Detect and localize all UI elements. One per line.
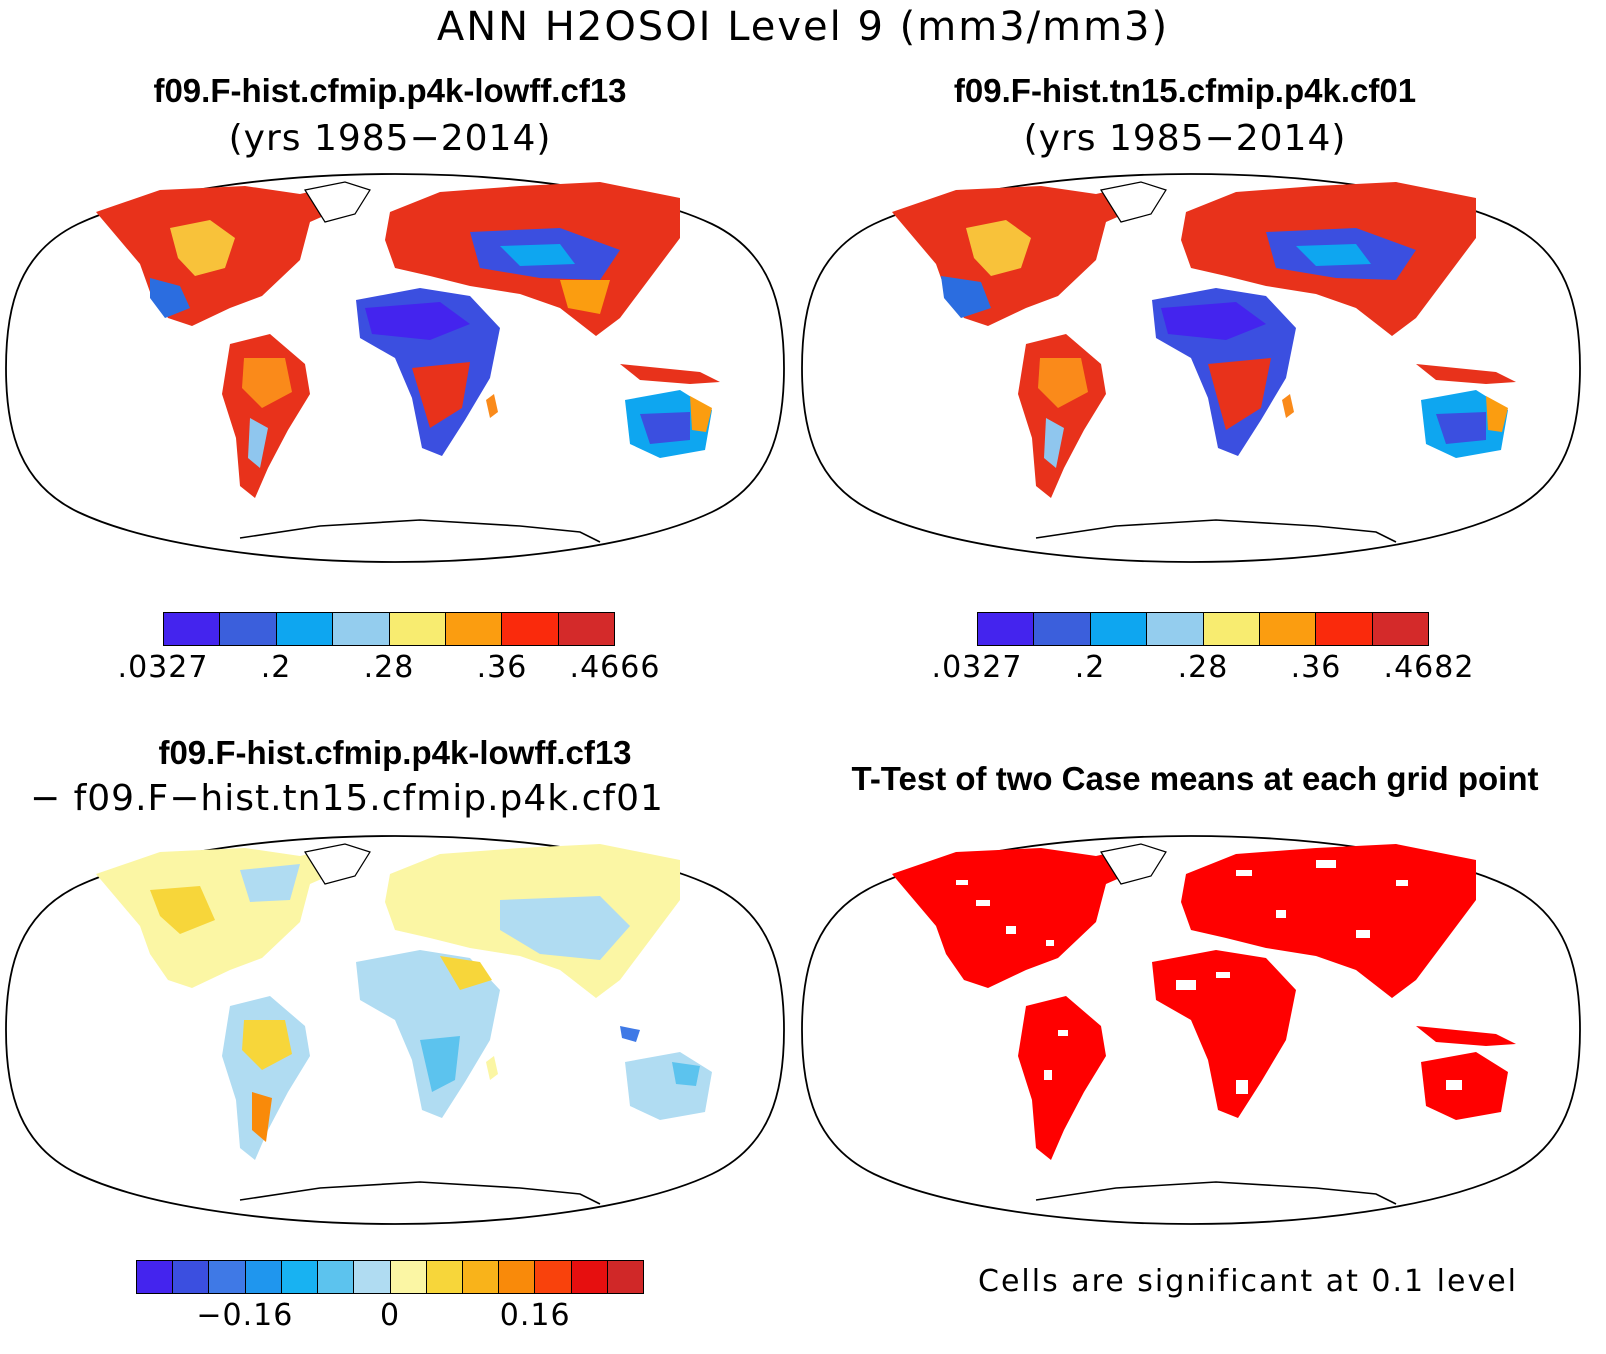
colorbar-swatch (1090, 613, 1148, 645)
colorbar-tick-label: .4682 (1383, 650, 1475, 685)
colorbar-swatch (164, 613, 221, 645)
panel-2-title: f09.F-hist.tn15.cfmip.p4k.cf01 (953, 72, 1417, 109)
colorbar-swatch (245, 1261, 282, 1293)
colorbar-tick-label: .0327 (931, 650, 1023, 685)
panel-4-footnote: Cells are significant at 0.1 level (978, 1264, 1519, 1299)
colorbar-swatch (1316, 613, 1373, 645)
panel-4-title: T-Test of two Case means at each grid po… (851, 760, 1539, 797)
colorbar-swatch (426, 1261, 463, 1293)
colorbar-swatch (137, 1261, 174, 1293)
colorbar-swatch (445, 613, 503, 645)
colorbar-swatch (1034, 613, 1091, 645)
colorbar-swatch (173, 1261, 210, 1293)
colorbar-tick-label: .28 (363, 650, 415, 685)
colorbar-tick-label: .2 (1074, 650, 1106, 685)
colorbar-swatch (333, 613, 390, 645)
colorbar-swatch (354, 1261, 391, 1293)
colorbar-swatch (1147, 613, 1204, 645)
panel-2-subtitle: (yrs 1985−2014) (1023, 118, 1347, 159)
colorbar-swatch (558, 613, 614, 645)
colorbar-tick-label: .36 (1290, 650, 1342, 685)
panel-2-map (801, 173, 1581, 563)
panel-1-subtitle: (yrs 1985−2014) (228, 118, 552, 159)
panel-2-colorbar (977, 612, 1429, 646)
figure-title: ANN H2OSOI Level 9 (mm3/mm3) (436, 4, 1170, 50)
colorbar-swatch (535, 1261, 572, 1293)
colorbar-swatch (1259, 613, 1317, 645)
panel-4-map (801, 835, 1581, 1225)
colorbar-tick-label: .28 (1177, 650, 1229, 685)
colorbar-tick-label: .4666 (569, 650, 661, 685)
colorbar-tick-label: .2 (260, 650, 292, 685)
colorbar-swatch (281, 1261, 319, 1293)
panel-1-map (5, 173, 785, 563)
colorbar-swatch (318, 1261, 355, 1293)
colorbar-swatch (276, 613, 334, 645)
colorbar-swatch (978, 613, 1035, 645)
panel-3-colorbar (136, 1260, 644, 1294)
panel-3-map (5, 835, 785, 1225)
colorbar-tick-label: 0.16 (499, 1298, 571, 1333)
colorbar-tick-label: −0.16 (196, 1298, 294, 1333)
colorbar-swatch (1203, 613, 1260, 645)
colorbar-swatch (499, 1261, 536, 1293)
significant-region (892, 844, 1516, 1160)
colorbar-swatch (1372, 613, 1428, 645)
colorbar-tick-label: .0327 (117, 650, 209, 685)
panel-3-title: f09.F-hist.cfmip.p4k-lowff.cf13 (158, 734, 632, 771)
colorbar-swatch (502, 613, 559, 645)
panel-3-subtitle: − f09.F−hist.tn15.cfmip.p4k.cf01 (30, 778, 664, 819)
colorbar-swatch (390, 1261, 427, 1293)
panel-1-title: f09.F-hist.cfmip.p4k-lowff.cf13 (153, 72, 627, 109)
colorbar-swatch (607, 1261, 644, 1293)
colorbar-tick-label: 0 (379, 1298, 401, 1333)
colorbar-swatch (220, 613, 277, 645)
colorbar-swatch (571, 1261, 608, 1293)
colorbar-swatch (389, 613, 446, 645)
colorbar-swatch (209, 1261, 246, 1293)
colorbar-swatch (462, 1261, 500, 1293)
colorbar-tick-label: .36 (476, 650, 528, 685)
panel-1-colorbar (163, 612, 615, 646)
